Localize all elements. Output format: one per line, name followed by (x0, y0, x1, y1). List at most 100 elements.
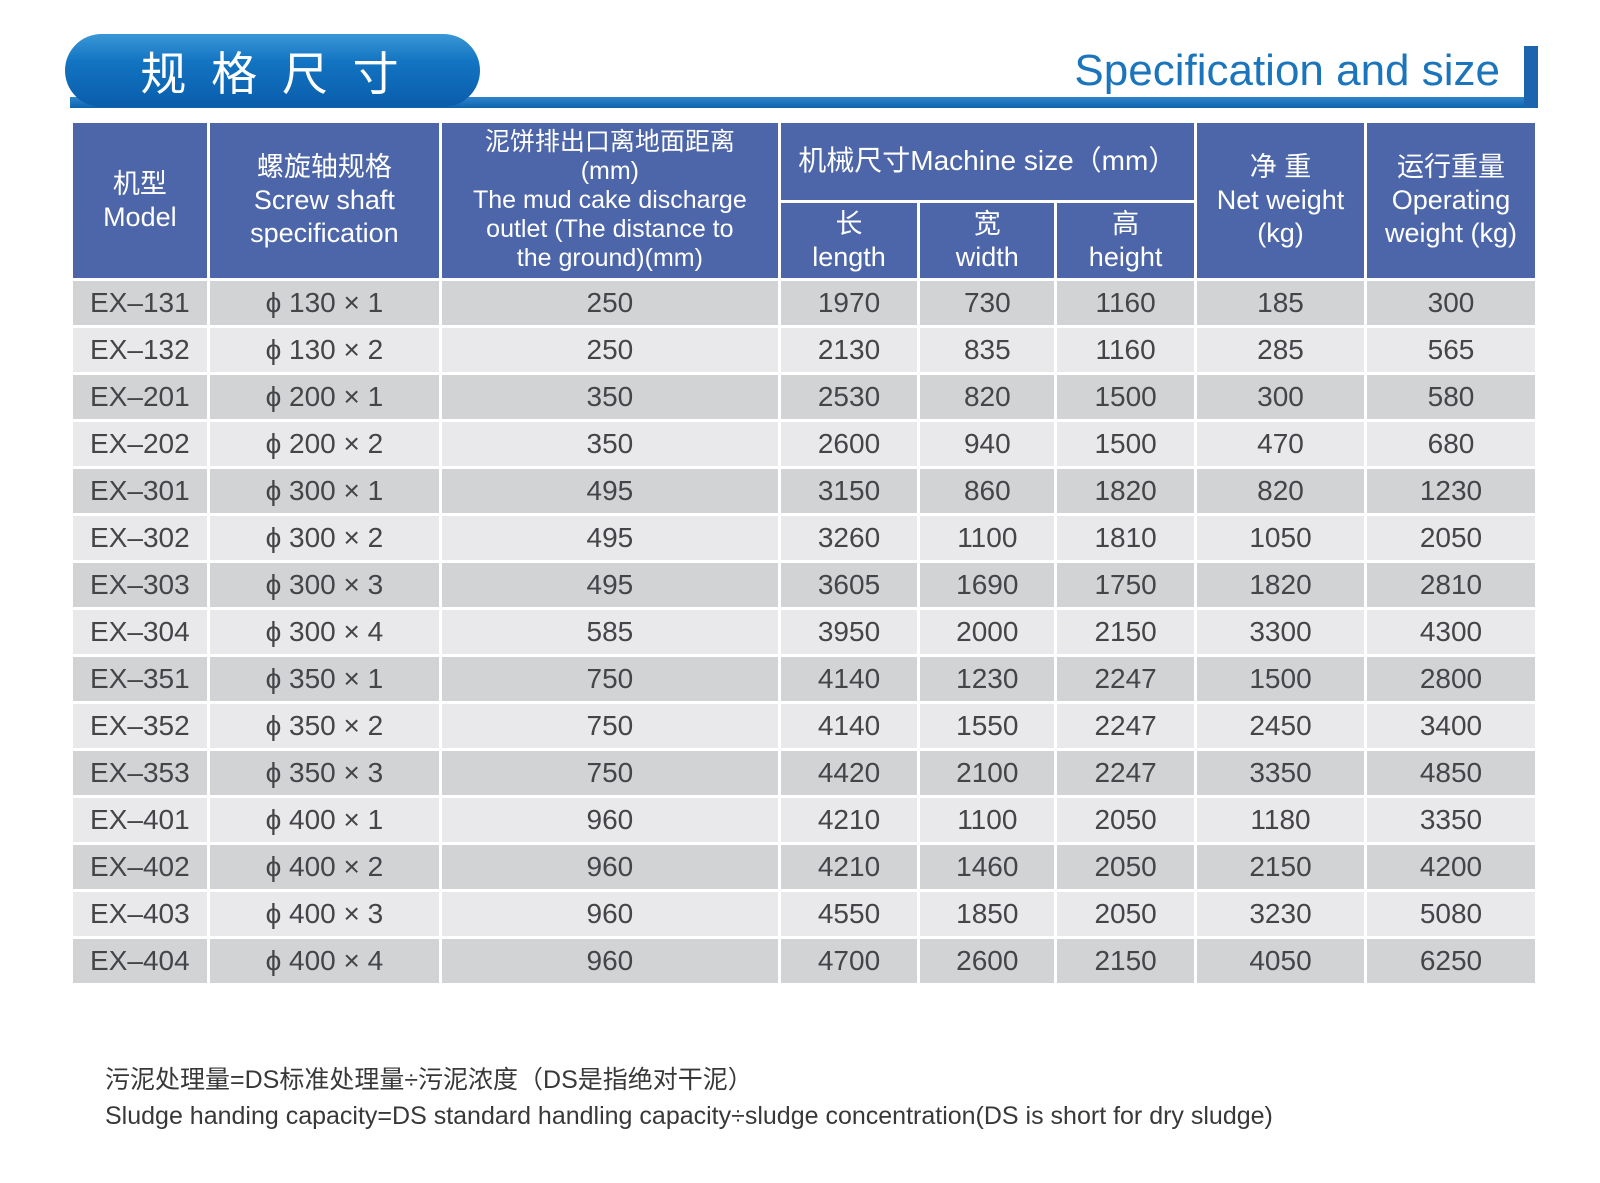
table-row: EX–303 ϕ 300 × 3 495 3605 1690 1750 1820 2810 (70, 560, 1539, 610)
cell-screw_shaft_spec: ϕ 300 × 1 (206, 466, 443, 516)
cell-screw_shaft_spec: ϕ 200 × 1 (206, 372, 443, 422)
col-header-net-weight-en1: Net weight (1216, 185, 1345, 216)
cell-outlet_distance: 585 (439, 607, 781, 657)
title-badge: 规 格 尺 寸 (65, 34, 480, 107)
col-header-outlet-en3: the ground)(mm) (516, 244, 703, 272)
cell-model: EX–202 (70, 419, 210, 469)
cell-width: 1100 (917, 513, 1058, 563)
cell-net_weight: 185 (1194, 278, 1367, 328)
col-header-length: 长 length (777, 200, 921, 281)
footnote-zh: 污泥处理量=DS标准处理量÷污泥浓度（DS是指绝对干泥） (105, 1066, 753, 1094)
cell-length: 4140 (777, 701, 921, 751)
cell-net_weight: 470 (1194, 419, 1367, 469)
spec-table: 机型 Model 螺旋轴规格 Screw shaft specification… (70, 120, 1539, 986)
cell-length: 3605 (777, 560, 921, 610)
col-header-model: 机型 Model (70, 120, 210, 281)
col-header-net-weight: 净 重 Net weight (kg) (1194, 120, 1367, 281)
cell-screw_shaft_spec: ϕ 130 × 1 (206, 278, 443, 328)
cell-operating_weight: 4200 (1363, 842, 1539, 892)
cell-width: 835 (917, 325, 1058, 375)
cell-length: 2530 (777, 372, 921, 422)
cell-net_weight: 820 (1194, 466, 1367, 516)
cell-operating_weight: 300 (1363, 278, 1539, 328)
cell-screw_shaft_spec: ϕ 350 × 1 (206, 654, 443, 704)
col-header-model-zh: 机型 (112, 168, 167, 199)
cell-net_weight: 1050 (1194, 513, 1367, 563)
cell-operating_weight: 680 (1363, 419, 1539, 469)
cell-width: 1850 (917, 889, 1058, 939)
cell-operating_weight: 580 (1363, 372, 1539, 422)
col-header-operating-en2: weight (kg) (1384, 217, 1518, 248)
cell-width: 2000 (917, 607, 1058, 657)
table-row: EX–401 ϕ 400 × 1 960 4210 1100 2050 1180 3350 (70, 795, 1539, 845)
cell-length: 1970 (777, 278, 921, 328)
cell-height: 1160 (1054, 278, 1198, 328)
cell-height: 1810 (1054, 513, 1198, 563)
col-header-operating-zh: 运行重量 (1396, 152, 1505, 183)
page-title-en: Specification and size (1074, 46, 1500, 95)
col-header-screw-en1: Screw shaft (253, 185, 395, 216)
cell-height: 2150 (1054, 607, 1198, 657)
cell-width: 1230 (917, 654, 1058, 704)
title-underline-rule (70, 97, 1524, 108)
cell-model: EX–303 (70, 560, 210, 610)
cell-model: EX–353 (70, 748, 210, 798)
cell-outlet_distance: 495 (439, 560, 781, 610)
table-row: EX–131 ϕ 130 × 1 250 1970 730 1160 185 300 (70, 278, 1539, 328)
cell-width: 860 (917, 466, 1058, 516)
cell-outlet_distance: 495 (439, 513, 781, 563)
cell-length: 4420 (777, 748, 921, 798)
col-header-height: 高 height (1054, 200, 1198, 281)
cell-net_weight: 1500 (1194, 654, 1367, 704)
cell-model: EX–132 (70, 325, 210, 375)
footnote-en: Sludge handing capacity=DS standard hand… (105, 1102, 1273, 1130)
col-header-outlet-en2: outlet (The distance to (486, 215, 734, 243)
cell-length: 3260 (777, 513, 921, 563)
cell-height: 2050 (1054, 842, 1198, 892)
table-row: EX–353 ϕ 350 × 3 750 4420 2100 2247 3350 4850 (70, 748, 1539, 798)
cell-net_weight: 1820 (1194, 560, 1367, 610)
cell-screw_shaft_spec: ϕ 300 × 2 (206, 513, 443, 563)
cell-height: 2247 (1054, 654, 1198, 704)
table-row: EX–202 ϕ 200 × 2 350 2600 940 1500 470 680 (70, 419, 1539, 469)
cell-outlet_distance: 350 (439, 372, 781, 422)
cell-model: EX–404 (70, 936, 210, 986)
cell-model: EX–201 (70, 372, 210, 422)
cell-model: EX–301 (70, 466, 210, 516)
col-header-length-en: length (812, 241, 886, 272)
cell-outlet_distance: 495 (439, 466, 781, 516)
cell-model: EX–352 (70, 701, 210, 751)
cell-net_weight: 2450 (1194, 701, 1367, 751)
table-row: EX–201 ϕ 200 × 1 350 2530 820 1500 300 580 (70, 372, 1539, 422)
cell-screw_shaft_spec: ϕ 200 × 2 (206, 419, 443, 469)
cell-outlet_distance: 960 (439, 889, 781, 939)
cell-height: 2050 (1054, 795, 1198, 845)
cell-outlet_distance: 750 (439, 748, 781, 798)
col-header-outlet-mm: (mm) (580, 157, 640, 185)
col-header-height-zh: 高 (1112, 208, 1140, 239)
cell-length: 4210 (777, 795, 921, 845)
col-header-net-weight-zh: 净 重 (1249, 152, 1312, 183)
cell-screw_shaft_spec: ϕ 400 × 2 (206, 842, 443, 892)
cell-width: 730 (917, 278, 1058, 328)
cell-screw_shaft_spec: ϕ 400 × 4 (206, 936, 443, 986)
col-header-screw-zh: 螺旋轴规格 (256, 152, 392, 183)
title-accent-bar (1524, 46, 1538, 108)
cell-screw_shaft_spec: ϕ 350 × 2 (206, 701, 443, 751)
cell-net_weight: 1180 (1194, 795, 1367, 845)
cell-model: EX–401 (70, 795, 210, 845)
table-row: EX–302 ϕ 300 × 2 495 3260 1100 1810 1050 2050 (70, 513, 1539, 563)
table-row: EX–304 ϕ 300 × 4 585 3950 2000 2150 3300 4300 (70, 607, 1539, 657)
table-row: EX–403 ϕ 400 × 3 960 4550 1850 2050 3230 5080 (70, 889, 1539, 939)
cell-length: 4550 (777, 889, 921, 939)
cell-outlet_distance: 350 (439, 419, 781, 469)
cell-height: 1750 (1054, 560, 1198, 610)
cell-screw_shaft_spec: ϕ 300 × 3 (206, 560, 443, 610)
cell-net_weight: 3300 (1194, 607, 1367, 657)
cell-outlet_distance: 250 (439, 278, 781, 328)
cell-width: 1460 (917, 842, 1058, 892)
cell-model: EX–131 (70, 278, 210, 328)
col-header-operating-en1: Operating (1391, 185, 1511, 216)
cell-outlet_distance: 750 (439, 701, 781, 751)
cell-outlet_distance: 960 (439, 795, 781, 845)
